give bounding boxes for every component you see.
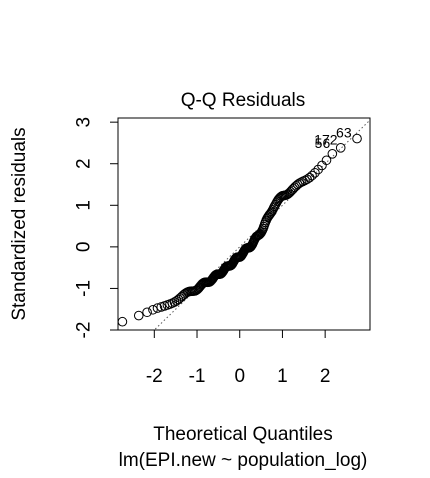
x-tick-label: -2 (146, 366, 163, 387)
y-axis-label: Standardized residuals (9, 127, 30, 320)
data-point (327, 149, 338, 159)
y-tick-label: -1 (74, 280, 95, 297)
data-point (152, 303, 163, 313)
x-tick-label: -1 (189, 366, 206, 387)
y-axis: -2 -1 0 1 2 3 (74, 117, 119, 339)
reference-line (153, 119, 370, 330)
x-axis-label: Theoretical Quantiles (153, 424, 333, 445)
data-point (335, 143, 346, 153)
x-tick-label: 0 (234, 366, 245, 387)
point-label-172: 172 (314, 131, 338, 147)
reference-line-layer (153, 119, 370, 330)
data-point (307, 170, 317, 181)
data-point (352, 133, 362, 144)
data-point (133, 310, 144, 321)
data-point (275, 192, 286, 203)
y-tick-label: -2 (74, 322, 95, 339)
data-point (117, 316, 128, 327)
y-tick-label: 1 (74, 200, 95, 211)
data-point (291, 181, 301, 191)
y-tick-label: 3 (74, 117, 95, 128)
x-tick-label: 1 (277, 366, 288, 387)
x-axis: -2 -1 0 1 2 (146, 329, 331, 387)
chart-title: Q-Q Residuals (181, 90, 306, 111)
y-tick-label: 2 (74, 158, 95, 169)
point-label-63: 63 (336, 125, 352, 141)
data-point (310, 168, 320, 178)
data-point (148, 304, 158, 315)
data-point (264, 210, 275, 220)
data-point (304, 172, 315, 183)
y-tick-label: 0 (74, 242, 95, 253)
data-point (321, 155, 332, 166)
point-label-56: 56 (315, 135, 331, 151)
x-tick-label: 2 (320, 366, 331, 387)
points-layer (117, 133, 362, 327)
data-point (142, 307, 152, 318)
model-formula-label: lm(EPI.new ~ population_log) (119, 450, 368, 471)
data-point (302, 174, 312, 185)
